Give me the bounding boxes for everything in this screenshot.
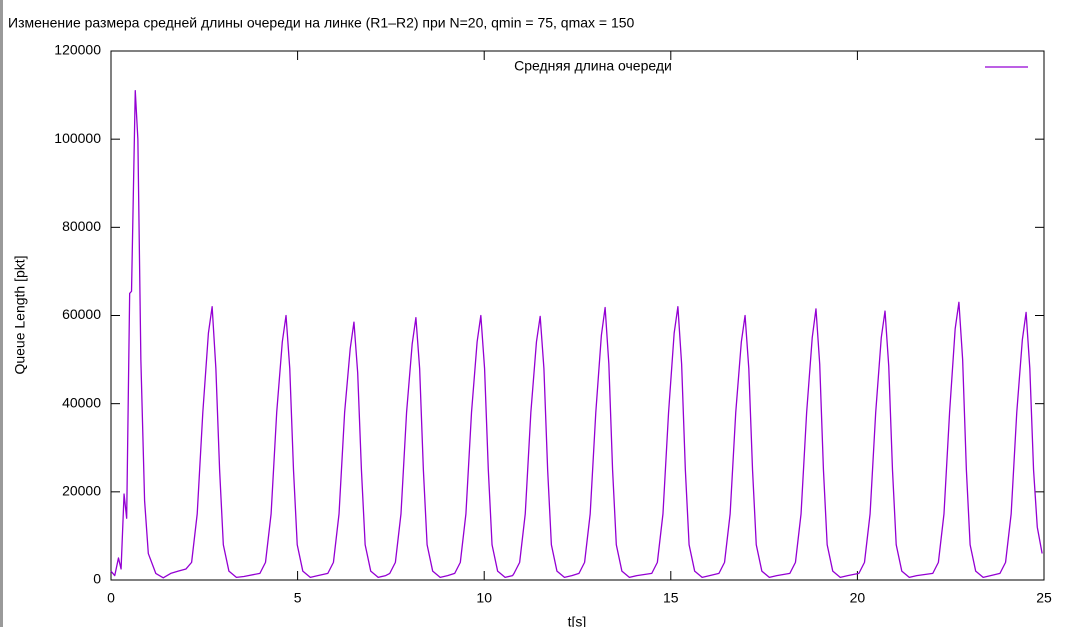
y-tick-label: 60000 <box>62 306 101 322</box>
x-tick-label: 10 <box>476 590 492 606</box>
y-tick-label: 0 <box>93 571 101 587</box>
window-edge <box>0 0 3 627</box>
y-tick-label: 40000 <box>62 394 101 410</box>
legend-label: Средняя длина очереди <box>514 58 672 74</box>
x-tick-label: 15 <box>663 590 679 606</box>
y-axis-label: Queue Length [pkt] <box>12 255 28 374</box>
y-tick-label: 80000 <box>62 218 101 234</box>
x-axis-label: t[s] <box>568 614 587 627</box>
data-line <box>110 90 1043 579</box>
x-tick-label: 20 <box>850 590 866 606</box>
y-tick-label: 120000 <box>54 42 101 58</box>
x-tick-label: 25 <box>1036 590 1052 606</box>
x-tick-label: 5 <box>294 590 302 606</box>
y-tick-label: 20000 <box>62 483 101 499</box>
y-tick-label: 100000 <box>54 130 101 146</box>
chart-title: Изменение размера средней длины очереди … <box>8 15 635 31</box>
x-tick-label: 0 <box>107 590 115 606</box>
